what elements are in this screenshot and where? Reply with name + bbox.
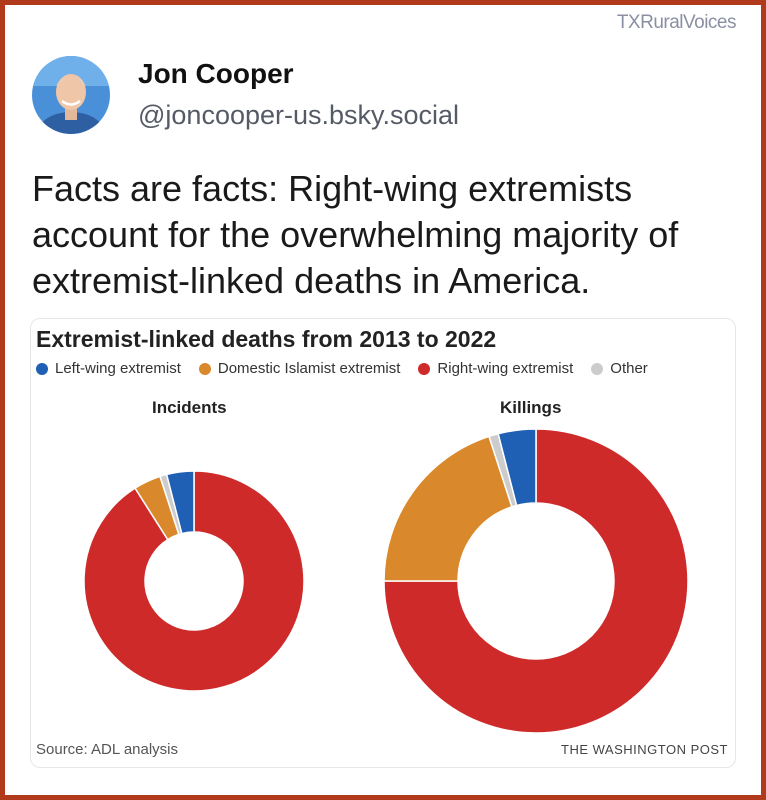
incidents-subtitle: Incidents [152, 398, 227, 417]
legend-label: Other [610, 360, 648, 377]
chart-legend: Left-wing extremist Domestic Islamist ex… [36, 360, 666, 377]
chart-title: Extremist-linked deaths from 2013 to 202… [36, 326, 497, 352]
post-text: Facts are facts: Right-wing extremists a… [32, 168, 679, 301]
legend-label: Domestic Islamist extremist [217, 360, 401, 377]
legend-label: Right-wing extremist [437, 360, 574, 377]
legend-item-right-wing: Right-wing extremist [418, 360, 573, 377]
killings-subtitle: Killings [500, 398, 562, 417]
legend-swatch [418, 362, 431, 375]
legend-swatch [198, 362, 211, 375]
author-name[interactable]: Jon Cooper [138, 58, 294, 89]
incidents-donut [83, 470, 305, 692]
legend-label: Left-wing extremist [55, 360, 181, 377]
slice-incidents-left-wing-extremist [165, 470, 195, 535]
killings-donut [383, 428, 689, 734]
legend-swatch [36, 362, 48, 375]
slice-incidents-right-wing-extremist [83, 470, 305, 692]
legend-swatch [591, 362, 604, 375]
chart-credit: THE WASHINGTON POST [561, 742, 728, 757]
slice-killings-right-wing-extremist [383, 428, 689, 734]
watermark: TXRuralVoices [616, 12, 737, 33]
legend-item-left-wing: Left-wing extremist [36, 360, 181, 377]
author-handle[interactable]: @joncooper-us.bsky.social [138, 100, 460, 130]
legend-item-islamist: Domestic Islamist extremist [198, 360, 401, 377]
chart-source: Source: ADL analysis [36, 741, 179, 758]
legend-item-other: Other [591, 360, 648, 377]
slice-killings-domestic-islamist-extremist [383, 435, 513, 582]
slice-killings-left-wing-extremist [497, 428, 537, 507]
